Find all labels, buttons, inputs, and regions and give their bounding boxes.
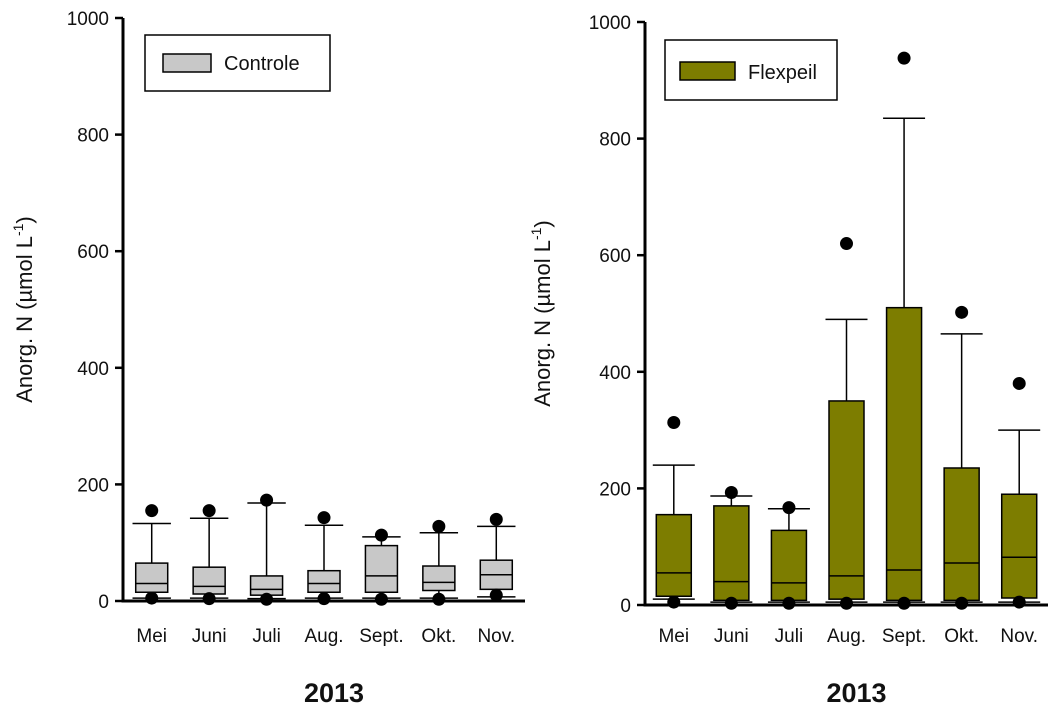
- legend: Flexpeil: [664, 39, 838, 101]
- x-tick-label: Nov.: [1000, 626, 1038, 647]
- x-tick-label: Aug.: [827, 626, 866, 647]
- outlier-point: [145, 591, 159, 605]
- y-tick-label: 200: [77, 475, 109, 496]
- box-Sept.: [883, 51, 926, 610]
- box-Juli: [247, 493, 286, 606]
- box-iqr: [422, 565, 456, 592]
- x-tick-label: Juni: [714, 626, 749, 647]
- outlier-point: [782, 596, 796, 610]
- y-tick-label: 800: [599, 130, 631, 151]
- outlier-point: [432, 519, 446, 533]
- outlier-point: [489, 512, 503, 526]
- x-tick-label: Mei: [658, 626, 689, 647]
- x-tick-label: Okt.: [421, 626, 456, 647]
- y-tick-label: 200: [599, 479, 631, 500]
- legend-label: Controle: [224, 53, 300, 75]
- y-tick-label: 1000: [589, 13, 631, 34]
- box-iqr: [192, 566, 226, 595]
- x-tick-label: Nov.: [477, 626, 515, 647]
- box-iqr: [828, 400, 865, 600]
- box-iqr: [307, 569, 341, 594]
- box-Aug.: [304, 511, 344, 606]
- outlier-point: [202, 504, 216, 518]
- outlier-point: [432, 592, 446, 606]
- box-Okt.: [419, 519, 459, 606]
- outlier-point: [317, 511, 331, 525]
- y-tick-label: 800: [77, 126, 109, 147]
- legend-label: Flexpeil: [748, 62, 817, 84]
- box-iqr: [1000, 493, 1038, 599]
- box-Sept.: [362, 528, 401, 606]
- box-iqr: [943, 467, 980, 602]
- outlier-point: [955, 305, 969, 319]
- outlier-point: [724, 596, 738, 610]
- x-tick-label: Okt.: [944, 626, 979, 647]
- y-tick-label: 0: [620, 596, 631, 617]
- outlier-point: [1012, 376, 1026, 390]
- y-tick-label: 600: [599, 246, 631, 267]
- box-Juni: [710, 485, 753, 610]
- x-tick-label: Sept.: [882, 626, 926, 647]
- outlier-point: [667, 416, 681, 430]
- y-tick-label: 0: [98, 592, 109, 613]
- box-iqr: [885, 306, 923, 602]
- outlier-point: [489, 588, 503, 602]
- outlier-point: [724, 485, 738, 499]
- y-tick-label: 400: [599, 363, 631, 384]
- x-axis-title: 2013: [304, 678, 364, 708]
- chart-panel-2: 0 200 400 600 800 1000 Mei Juni Juli Aug. Sept. Okt…: [528, 13, 1048, 708]
- legend-swatch: [162, 53, 212, 73]
- box-Aug.: [825, 237, 868, 610]
- box-Juni: [189, 504, 229, 606]
- outlier-point: [317, 592, 331, 606]
- box-iqr: [655, 513, 693, 598]
- y-axis-title: Anorg. N (µmol L-1): [528, 220, 555, 407]
- x-axis-title: 2013: [826, 678, 886, 708]
- legend-swatch: [679, 61, 736, 81]
- outlier-point: [374, 528, 388, 542]
- box-iqr: [249, 575, 284, 596]
- outlier-point: [145, 504, 159, 518]
- y-tick-label: 1000: [67, 9, 109, 30]
- outlier-point: [897, 51, 911, 65]
- outlier-point: [260, 493, 274, 507]
- outlier-point: [374, 592, 388, 606]
- outlier-point: [782, 501, 796, 515]
- outlier-point: [955, 596, 969, 610]
- y-tick-label: 400: [77, 359, 109, 380]
- outlier-point: [667, 595, 681, 609]
- box-iqr: [713, 505, 750, 602]
- x-tick-label: Sept.: [359, 626, 403, 647]
- x-tick-label: Juni: [192, 626, 227, 647]
- outlier-point: [840, 596, 853, 610]
- outlier-point: [1012, 595, 1026, 609]
- box-Okt.: [940, 305, 983, 610]
- chart-panel-1: 0 200 400 600 800 1000 Mei Juni Juli Aug. Sept. Okt…: [10, 9, 525, 708]
- box-Nov.: [998, 376, 1041, 609]
- legend: Controle: [144, 34, 331, 92]
- box-iqr: [364, 544, 399, 594]
- outlier-point: [897, 596, 911, 610]
- box-Nov.: [477, 512, 516, 602]
- x-tick-label: Juli: [252, 626, 281, 647]
- outlier-point: [840, 237, 853, 251]
- box-Juli: [767, 501, 810, 610]
- outlier-point: [260, 592, 274, 606]
- outlier-point: [202, 592, 216, 606]
- y-axis-title: Anorg. N (µmol L-1): [10, 216, 37, 403]
- box-Mei: [132, 504, 171, 605]
- box-Mei: [652, 416, 695, 609]
- x-tick-label: Juli: [775, 626, 804, 647]
- box-iqr: [134, 562, 169, 594]
- x-tick-label: Mei: [136, 626, 167, 647]
- x-tick-label: Aug.: [304, 626, 343, 647]
- y-tick-label: 600: [77, 242, 109, 263]
- box-iqr: [770, 529, 808, 602]
